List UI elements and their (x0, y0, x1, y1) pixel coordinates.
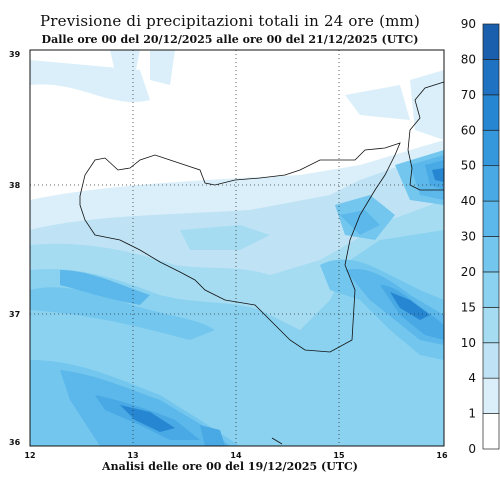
colorbar-swatch (482, 236, 500, 273)
colorbar-label: 80 (461, 52, 476, 66)
colorbar-swatch (482, 129, 500, 167)
lon-label: 12 (24, 451, 35, 460)
colorbar-swatch (482, 23, 500, 60)
lat-labels: 39 38 37 36 (9, 50, 21, 447)
map-subtitle: Dalle ore 00 del 20/12/2025 alle ore 00 … (41, 33, 419, 46)
colorbar-label: 90 (461, 17, 476, 31)
colorbar-label: 60 (461, 123, 476, 137)
colorbar-swatch (482, 94, 500, 131)
colorbar-label: 20 (461, 265, 476, 279)
lat-label: 37 (9, 310, 20, 319)
lat-label: 38 (9, 181, 21, 190)
colorbar-swatch (482, 200, 500, 237)
colorbar-swatch (482, 59, 500, 96)
colorbar-label: 0 (468, 442, 476, 456)
map-frame (29, 49, 445, 447)
map-title: Previsione di precipitazioni totali in 2… (39, 12, 421, 30)
analysis-time: Analisi delle ore 00 del 19/12/2025 (UTC… (102, 460, 358, 473)
colorbar-swatch (482, 165, 500, 202)
lat-label: 36 (9, 438, 21, 447)
colorbar-label: 10 (461, 336, 476, 350)
colorbar-swatch (482, 377, 500, 414)
lon-label: 16 (436, 451, 448, 460)
colorbar-label: 4 (468, 371, 476, 385)
colorbar-swatch (482, 413, 500, 450)
precipitation-field (30, 50, 444, 446)
colorbar-swatch (482, 342, 500, 379)
lon-label: 15 (333, 451, 345, 460)
coastline-calabria (407, 81, 445, 191)
colorbar-label: 30 (461, 230, 476, 244)
lon-label: 13 (127, 451, 138, 460)
lon-labels: 12 13 14 15 16 (24, 451, 448, 460)
graticule (30, 50, 444, 446)
colorbar-label: 40 (461, 194, 476, 208)
colorbar-label: 70 (461, 88, 476, 102)
colorbar: 0 1 4 10 15 20 30 40 50 60 70 80 90 (461, 17, 500, 456)
colorbar-label: 1 (468, 407, 476, 421)
colorbar-label: 15 (461, 300, 476, 314)
coastline-sicily (79, 142, 401, 353)
colorbar-swatch (482, 306, 500, 344)
colorbar-swatch (482, 271, 500, 308)
lat-label: 39 (9, 50, 21, 59)
colorbar-label: 50 (461, 159, 476, 173)
coastline-malta (271, 437, 283, 445)
lon-label: 14 (230, 451, 242, 460)
